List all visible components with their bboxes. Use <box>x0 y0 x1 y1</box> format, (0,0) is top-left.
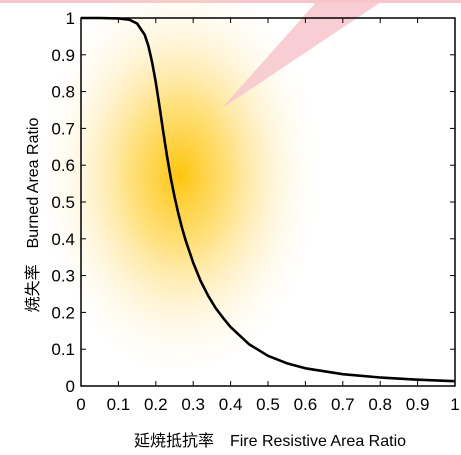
x-tick-label: 0.2 <box>144 395 168 414</box>
y-tick-label: 0.1 <box>51 340 75 359</box>
x-tick-label: 1 <box>450 395 459 414</box>
pointer-wedge <box>222 0 384 108</box>
x-axis-label: 延焼抵抗率 Fire Resistive Area Ratio <box>134 432 406 450</box>
x-tick-label: 0 <box>76 395 85 414</box>
x-tick-label: 0.8 <box>368 395 392 414</box>
x-tick-label: 0.3 <box>181 395 205 414</box>
x-tick-label: 0.9 <box>406 395 430 414</box>
x-tick-label: 0.7 <box>331 395 355 414</box>
y-tick-label: 0 <box>66 377 75 396</box>
y-tick-label: 0.2 <box>51 303 75 322</box>
x-tick-label: 0.6 <box>294 395 318 414</box>
y-axis-label: 焼失率 Burned Area Ratio <box>24 118 42 313</box>
y-tick-label: 0.4 <box>51 230 75 249</box>
y-tick-label: 0.8 <box>51 83 75 102</box>
y-tick-label: 0.6 <box>51 156 75 175</box>
y-tick-label: 0.5 <box>51 193 75 212</box>
x-tick-label: 0.4 <box>219 395 243 414</box>
highlight-glow <box>40 0 320 375</box>
x-tick-label: 0.1 <box>107 395 131 414</box>
burned-ratio-curve <box>81 16 456 383</box>
y-tick-label: 0.3 <box>51 267 75 286</box>
y-tick-label: 0.9 <box>51 46 75 65</box>
y-tick-label: 0.7 <box>51 119 75 138</box>
y-tick-label: 1 <box>66 9 75 28</box>
x-tick-label: 0.5 <box>256 395 280 414</box>
